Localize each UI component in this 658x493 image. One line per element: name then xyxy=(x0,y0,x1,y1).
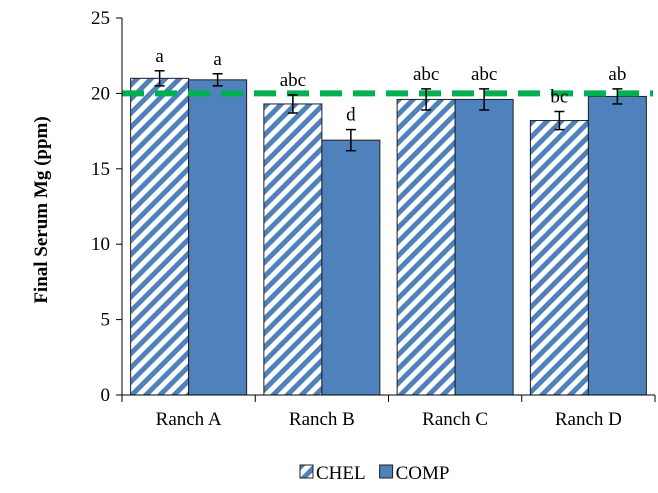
bar-chel-1 xyxy=(130,77,190,396)
significance-label-comp-3: abc xyxy=(471,64,497,85)
legend-label-comp: COMP xyxy=(396,463,450,484)
significance-label-comp-4: ab xyxy=(608,64,626,85)
y-tick-label-5: 5 xyxy=(101,310,111,331)
y-tick-label-20: 20 xyxy=(91,83,110,104)
bar-comp-3 xyxy=(454,98,514,396)
y-tick-label-25: 25 xyxy=(91,8,110,29)
category-label-4: Ranch D xyxy=(555,409,622,430)
legend-swatch-chel xyxy=(299,464,314,479)
legend: CHEL COMP xyxy=(299,463,450,484)
bars-layer xyxy=(130,77,647,396)
text-layer: a a Ranch A abc d Ranch B abc abc Ranch C bc ab Ran… xyxy=(91,8,626,430)
bar-chel-3 xyxy=(396,98,456,396)
category-label-1: Ranch A xyxy=(156,409,222,430)
bar-comp-1 xyxy=(188,79,248,396)
category-label-2: Ranch B xyxy=(289,409,355,430)
bar-chel-4 xyxy=(529,120,589,396)
bar-comp-2 xyxy=(321,139,381,396)
category-label-3: Ranch C xyxy=(422,409,488,430)
legend-label-chel: CHEL xyxy=(316,463,366,484)
significance-label-comp-2: d xyxy=(346,105,356,126)
y-tick-label-15: 15 xyxy=(91,159,110,180)
y-tick-label-10: 10 xyxy=(91,234,110,255)
significance-label-comp-1: a xyxy=(213,49,222,70)
significance-label-chel-1: a xyxy=(155,46,164,67)
legend-swatch-comp xyxy=(379,464,394,479)
error-bars-layer xyxy=(154,70,623,152)
significance-label-chel-3: abc xyxy=(413,64,439,85)
bar-comp-4 xyxy=(587,95,647,396)
significance-label-chel-2: abc xyxy=(280,70,306,91)
bar-chel-2 xyxy=(263,103,323,396)
significance-label-chel-4: bc xyxy=(550,86,568,107)
y-axis-label: Final Serum Mg (ppm) xyxy=(31,116,52,303)
y-tick-label-0: 0 xyxy=(101,385,111,406)
axes-layer xyxy=(116,17,656,402)
